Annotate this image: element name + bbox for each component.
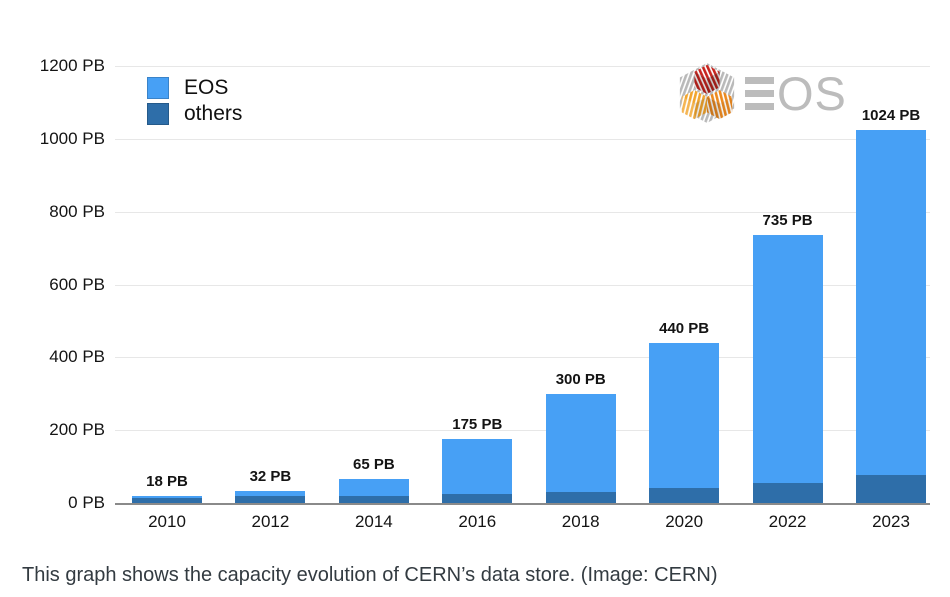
bar-value-label: 1024 PB	[861, 107, 921, 125]
bar-2020	[649, 342, 720, 503]
bar-others-segment	[235, 495, 306, 503]
plot-area: 18 PB 32 PB 65 PB 175 PB 300 PB 440 PB 735 PB 1…	[115, 66, 930, 505]
bar-2010	[132, 496, 202, 503]
x-axis-tick: 2018	[561, 512, 600, 531]
gridline	[115, 357, 930, 359]
legend-item-eos: EOS	[147, 76, 242, 99]
gridline	[115, 211, 930, 213]
y-axis-tick: 0 PB	[68, 493, 105, 512]
legend: EOS others	[147, 76, 243, 129]
eos-cube-icon	[679, 62, 735, 124]
x-axis: 2010 2012 2014 2016 2018 2020 2022 2023	[115, 512, 930, 536]
bar-value-label: 300 PB	[555, 370, 606, 388]
eos-logo: OS	[676, 62, 847, 124]
bar-2012	[235, 491, 306, 503]
bar-others-segment	[545, 492, 616, 503]
bar-2014	[338, 479, 409, 503]
bar-value-label: 18 PB	[146, 473, 188, 491]
legend-label-eos: EOS	[184, 76, 229, 99]
gridline	[115, 138, 930, 140]
gridline	[115, 430, 930, 432]
y-axis-tick: 200 PB	[49, 420, 105, 440]
legend-swatch-others	[147, 103, 169, 125]
y-axis-tick: 1000 PB	[39, 128, 105, 148]
legend-swatch-eos	[147, 77, 169, 99]
x-axis-tick: 2020	[665, 512, 704, 531]
bar-value-label: 175 PB	[452, 416, 503, 434]
image-caption: This graph shows the capacity evolution …	[22, 564, 718, 586]
y-axis-tick: 800 PB	[49, 201, 105, 221]
x-axis-tick: 2014	[354, 512, 393, 531]
y-axis-tick: 1200 PB	[39, 56, 105, 75]
legend-item-others: others	[147, 102, 243, 125]
bar-others-segment	[856, 474, 926, 503]
logo-os-text: OS	[777, 66, 847, 120]
bar-value-label: 735 PB	[762, 212, 813, 230]
bar-others-segment	[338, 495, 409, 503]
x-axis-tick: 2022	[768, 512, 807, 531]
gridline	[115, 284, 930, 286]
bar-value-label: 65 PB	[353, 456, 395, 474]
capacity-evolution-chart: 1200 PB 1000 PB 800 PB 600 PB 400 PB 200 PB 0 …	[39, 56, 930, 536]
legend-label-others: others	[184, 102, 243, 125]
bar-value-label: 440 PB	[659, 319, 710, 337]
x-axis-tick: 2016	[458, 512, 497, 531]
y-axis-tick: 400 PB	[49, 347, 105, 367]
bar-others-segment	[649, 488, 720, 503]
bar-2023	[856, 130, 926, 503]
bar-value-label: 32 PB	[249, 468, 292, 486]
x-axis-tick: 2012	[251, 512, 290, 531]
bar-2016	[442, 439, 513, 503]
bar-others-segment	[752, 483, 823, 503]
bar-others-segment	[132, 497, 202, 503]
bar-others-segment	[442, 494, 513, 503]
logo-xi-icon	[745, 76, 774, 110]
x-axis-tick: 2023	[872, 512, 910, 531]
y-axis-tick: 600 PB	[49, 274, 105, 294]
bar-2018	[545, 393, 616, 503]
x-axis-tick: 2010	[148, 512, 186, 531]
bar-2022	[752, 235, 823, 503]
gridline	[115, 66, 930, 67]
